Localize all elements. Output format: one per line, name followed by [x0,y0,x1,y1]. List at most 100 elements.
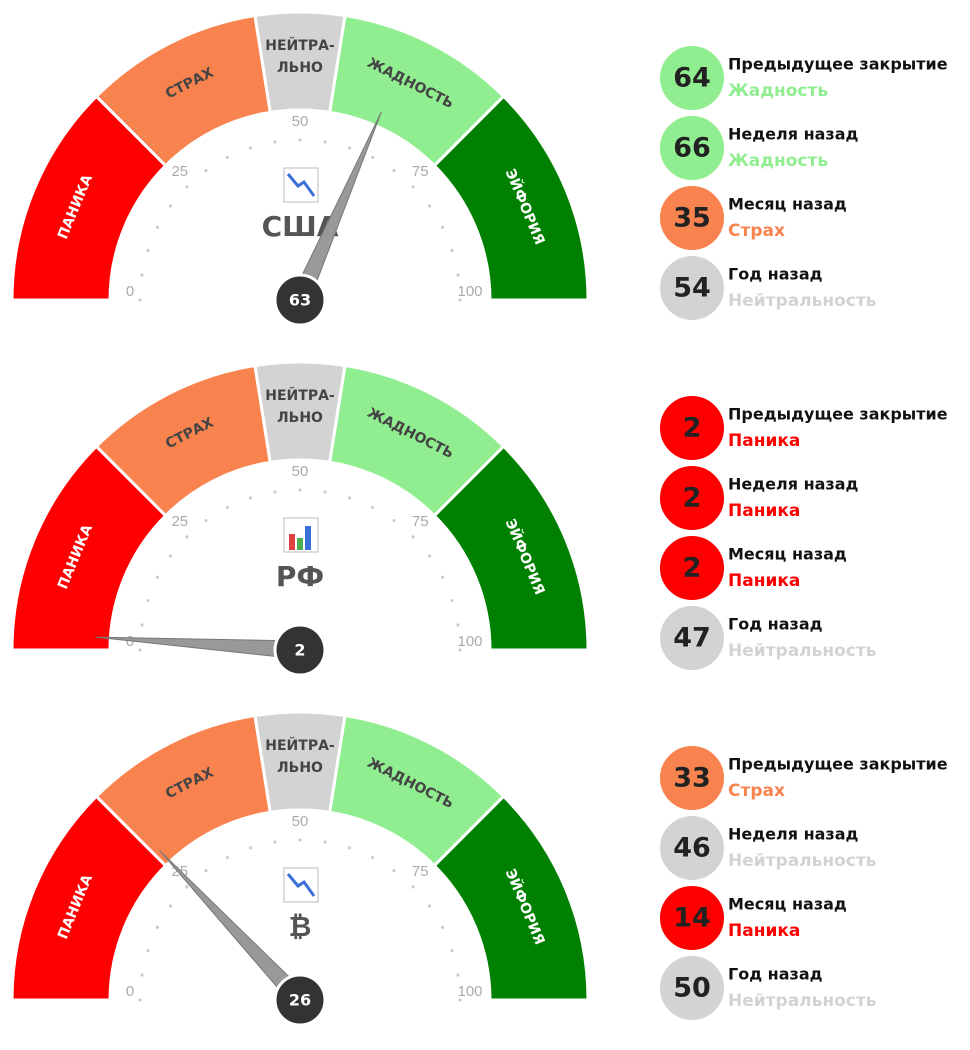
minor-dot [456,273,460,277]
history-status: Нейтральность [728,851,876,871]
gauge-title: ₿ [289,910,312,943]
minor-dot [168,204,173,208]
history-badge [658,114,726,182]
minor-dot [427,904,432,908]
tick-label: 75 [412,163,429,180]
minor-dot [371,855,375,860]
minor-dot [140,973,144,977]
tick-label: 25 [171,163,188,180]
minor-dot [371,155,375,160]
minor-dot [392,168,396,173]
history-label: Месяц назад [728,195,847,214]
icon-falling [283,167,319,203]
zone-label: НЕЙТРА- [265,37,335,54]
needle-value: 26 [289,991,311,1010]
minor-dot [155,925,160,929]
minor-dot [204,168,208,173]
history-status: Паника [728,571,800,591]
minor-dot [146,948,150,953]
minor-dot [168,904,173,908]
tick-label: 50 [292,463,309,480]
history-value: 46 [673,833,711,864]
minor-dot [440,225,445,229]
minor-dot [185,885,189,889]
minor-dot [146,598,150,603]
minor-dot [427,554,432,558]
zone-label: ЛЬНО [277,410,323,426]
history-value: 33 [673,763,711,794]
minor-dot [411,885,415,889]
minor-dot [392,518,396,523]
history-label: Предыдущее закрытие [728,405,948,424]
history-value: 2 [683,483,702,514]
history-badge [658,254,726,322]
minor-dot [298,488,302,492]
history-status: Страх [728,221,785,241]
tick-label: 100 [457,633,482,650]
minor-dot [225,855,229,860]
minor-dot [347,846,352,850]
minor-dot [185,535,189,539]
minor-dot [204,518,208,523]
minor-dot [440,575,445,579]
zone-arc [432,794,590,1002]
history-status: Жадность [728,151,828,171]
needle-hub [273,973,327,1027]
minor-dot [450,248,454,253]
minor-dot [411,535,415,539]
minor-dot [323,140,327,144]
zone-label: НЕЙТРА- [265,387,335,404]
history-value: 47 [673,623,711,654]
history-value: 35 [673,203,711,234]
history-status: Нейтральность [728,291,876,311]
minor-dot [298,838,302,842]
minor-dot [440,925,445,929]
history-label: Год назад [728,265,823,284]
history-label: Предыдущее закрытие [728,755,948,774]
needle-value: 2 [294,641,305,660]
history-badge [658,44,726,112]
minor-dot [225,505,229,510]
tick-label: 0 [126,283,134,300]
minor-dot [273,140,277,144]
history-value: 64 [673,63,711,94]
minor-dot [458,298,462,302]
minor-dot [323,490,327,494]
minor-dot [450,598,454,603]
history-label: Месяц назад [728,895,847,914]
minor-dot [456,973,460,977]
zone-label: НЕЙТРА- [265,737,335,754]
history-status: Паника [728,431,800,451]
history-value: 50 [673,973,711,1004]
history-status: Жадность [728,81,828,101]
history-value: 14 [673,903,711,934]
history-label: Предыдущее закрытие [728,55,948,74]
gauge-title: РФ [276,560,324,593]
history-label: Неделя назад [728,125,859,144]
tick-label: 100 [457,283,482,300]
minor-dot [248,846,253,850]
minor-dot [323,840,327,844]
minor-dot [168,554,173,558]
minor-dot [248,146,253,150]
minor-dot [392,868,396,873]
minor-dot [371,505,375,510]
history-badge [658,954,726,1022]
tick-label: 25 [171,513,188,530]
zone-arc [432,444,590,652]
history-badge [658,744,726,812]
history-value: 66 [673,133,711,164]
tick-label: 50 [292,113,309,130]
minor-dot [456,623,460,627]
history-label: Неделя назад [728,475,859,494]
tick-label: 50 [292,813,309,830]
tick-label: 100 [457,983,482,1000]
history-status: Паника [728,921,800,941]
minor-dot [458,998,462,1002]
icon-bars [283,517,319,553]
history-badge [658,534,726,602]
needle-hub [273,623,327,677]
minor-dot [347,146,352,150]
history-badge [658,184,726,252]
